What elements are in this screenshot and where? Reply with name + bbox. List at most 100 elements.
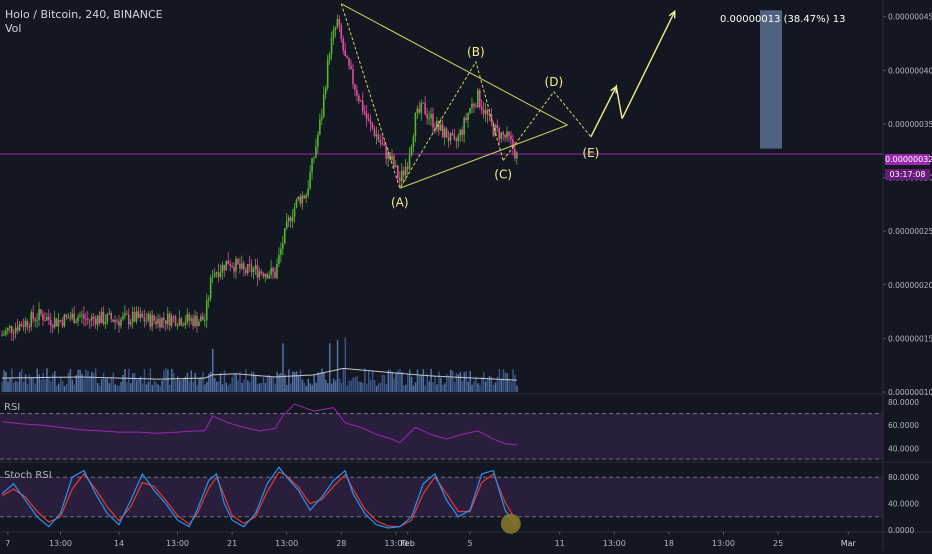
volume-bar	[91, 371, 93, 392]
volume-bar	[504, 372, 506, 392]
candle-body	[295, 199, 298, 208]
candle-body	[449, 133, 452, 141]
volume-bar	[385, 383, 388, 392]
candle-body	[223, 264, 226, 271]
volume-bar	[56, 385, 58, 392]
volume-bar	[223, 370, 226, 392]
candle-body	[439, 124, 442, 131]
candle-body	[311, 158, 313, 173]
candle-body	[336, 19, 339, 28]
rsi-line	[1, 403, 517, 446]
volume-bar	[26, 384, 29, 392]
volume-bar	[352, 377, 354, 392]
volume-bar	[13, 382, 15, 392]
candle-body	[100, 311, 103, 324]
volume-bar	[116, 385, 118, 392]
volume-bar	[249, 382, 251, 392]
volume-bar	[32, 378, 35, 392]
candle-body	[246, 264, 249, 274]
candle-body	[24, 320, 27, 328]
candle-body	[174, 316, 177, 326]
volume-bar	[24, 374, 27, 392]
volume-bar	[173, 373, 175, 392]
volume-bar	[124, 368, 126, 392]
volume-bar	[469, 371, 471, 392]
volume-bar	[303, 382, 306, 392]
volume-bar	[15, 380, 17, 392]
candle-body	[356, 89, 358, 96]
volume-bar	[98, 385, 101, 392]
volume-bar	[212, 348, 214, 392]
candle-body	[471, 103, 473, 109]
volume-bar	[444, 383, 446, 392]
candle-body	[124, 313, 126, 317]
candle-body	[303, 195, 306, 199]
candle-body	[182, 325, 185, 327]
volume-bar	[379, 382, 382, 392]
candle-body	[492, 122, 495, 136]
candle-body	[227, 260, 229, 265]
volume-bar	[36, 368, 38, 392]
volume-bar	[430, 368, 432, 392]
volume-bar	[313, 374, 315, 392]
volume-bar	[184, 376, 187, 392]
volume-bar	[293, 371, 296, 392]
volume-bar	[106, 378, 109, 392]
candle-body	[283, 227, 286, 244]
candle-body	[161, 317, 163, 328]
candle-body	[512, 139, 514, 149]
volume-bar	[213, 377, 216, 392]
candle-body	[461, 129, 463, 135]
volume-bar	[327, 383, 329, 392]
price-axis-label: 0.00000020	[888, 281, 932, 290]
volume-bar	[282, 343, 284, 392]
volume-bar	[260, 383, 263, 392]
volume-bar	[147, 381, 150, 392]
candle-body	[436, 120, 438, 130]
time-axis-label: 5	[467, 539, 472, 548]
candle-body	[198, 321, 200, 327]
volume-bar	[405, 384, 407, 392]
volume-bar	[459, 372, 462, 392]
candle-body	[424, 102, 426, 115]
volume-bar	[108, 383, 111, 392]
candle-body	[79, 315, 81, 318]
wave-label: (C)	[494, 167, 512, 181]
volume-bar	[202, 371, 204, 392]
volume-bar	[455, 373, 458, 392]
candle-body	[67, 316, 70, 319]
candle-body	[225, 260, 228, 271]
volume-bar	[28, 374, 31, 392]
candle-body	[172, 316, 175, 318]
candle-body	[385, 145, 387, 159]
volume-bar	[192, 381, 194, 392]
volume-bar	[463, 372, 466, 392]
candle-body	[381, 143, 384, 145]
candle-body	[354, 84, 356, 90]
volume-bar	[356, 376, 358, 392]
candle-body	[463, 117, 465, 135]
time-axis-label: 13:00	[603, 539, 626, 548]
candle-body	[373, 128, 376, 137]
volume-bar	[130, 383, 132, 392]
candle-body	[22, 326, 25, 328]
candle-body	[490, 114, 493, 123]
candle-body	[40, 309, 42, 314]
volume-bar	[278, 374, 280, 392]
arrow-head	[610, 84, 617, 94]
candle-body	[237, 258, 239, 265]
volume-bar	[93, 373, 95, 392]
volume-bar	[134, 373, 136, 392]
candle-body	[106, 314, 109, 323]
volume-bar	[204, 384, 206, 392]
candle-body	[258, 271, 261, 278]
candle-body	[38, 309, 40, 320]
volume-bar	[215, 381, 218, 392]
candle-body	[250, 265, 253, 273]
volume-bar	[387, 370, 389, 392]
candle-body	[188, 314, 190, 321]
wave-label: (A)	[391, 195, 409, 209]
candle-body	[32, 312, 34, 319]
